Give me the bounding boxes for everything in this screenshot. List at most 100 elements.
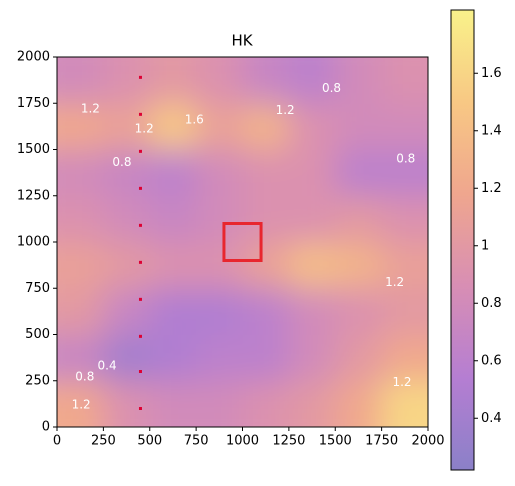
heat-cell xyxy=(335,380,383,427)
heat-cell xyxy=(335,334,383,382)
heat-cell xyxy=(242,242,290,289)
x-tick-label: 2000 xyxy=(411,434,444,449)
y-tick-label: 750 xyxy=(25,281,50,296)
heat-cell xyxy=(149,288,197,335)
heat-cell xyxy=(103,149,151,197)
colorbar-tick-label: 0.4 xyxy=(481,411,502,426)
heat-cell xyxy=(381,242,428,289)
y-tick-label: 0 xyxy=(42,420,50,435)
heat-cell xyxy=(335,288,383,335)
marker xyxy=(138,223,142,227)
heat-cell xyxy=(288,57,336,104)
heat-cell xyxy=(335,57,383,104)
contour-label: 0.4 xyxy=(98,358,117,372)
heat-cell xyxy=(149,242,197,289)
heat-cell xyxy=(196,103,243,150)
x-tick-label: 1500 xyxy=(319,434,352,449)
heat-cell xyxy=(103,103,151,150)
heat-cell xyxy=(196,242,243,289)
colorbar-tick-label: 0.6 xyxy=(481,353,502,368)
marker xyxy=(138,112,142,116)
y-tick-label: 250 xyxy=(25,373,50,388)
heat-cell xyxy=(335,195,383,243)
heat-cell xyxy=(196,149,243,197)
colorbar-tick-label: 1 xyxy=(481,238,489,253)
heat-cell xyxy=(335,103,383,150)
y-tick-label: 1250 xyxy=(17,188,50,203)
heat-cell xyxy=(242,57,290,104)
heat-cell xyxy=(103,380,151,427)
heat-cell xyxy=(149,103,197,150)
contour-label: 0.8 xyxy=(75,370,94,384)
marker xyxy=(138,75,142,79)
heat-cell xyxy=(242,334,290,382)
heat-cell xyxy=(196,57,243,104)
heat-cell xyxy=(242,288,290,335)
heat-cell xyxy=(381,334,428,382)
highlight-box xyxy=(222,222,263,262)
heat-cell xyxy=(57,334,104,382)
x-tick-label: 1000 xyxy=(226,434,259,449)
contour-label: 0.8 xyxy=(112,155,131,169)
marker xyxy=(138,407,142,410)
heat-cell xyxy=(381,288,428,335)
heat-cell xyxy=(149,380,197,427)
heat-cell xyxy=(57,288,104,335)
heat-cell xyxy=(381,380,428,427)
heat-cell xyxy=(57,103,104,150)
x-tick-label: 750 xyxy=(184,434,209,449)
y-tick-label: 2000 xyxy=(17,50,50,65)
y-tick-label: 1750 xyxy=(17,96,50,111)
x-tick-label: 500 xyxy=(137,434,162,449)
heat-cell xyxy=(381,195,428,243)
heat-cell xyxy=(196,334,243,382)
marker xyxy=(138,334,142,338)
heat-cell xyxy=(288,103,336,150)
heat-cell xyxy=(288,334,336,382)
heat-cell xyxy=(288,288,336,335)
contour-label: 0.8 xyxy=(396,151,415,165)
heat-cell xyxy=(335,242,383,289)
heat-cell xyxy=(288,195,336,243)
heat-cell xyxy=(103,288,151,335)
heat-cell xyxy=(381,57,428,104)
heat-cell xyxy=(242,195,290,243)
heat-cell xyxy=(381,103,428,150)
colorbar-tick-label: 0.8 xyxy=(481,296,502,311)
contour-label: 1.2 xyxy=(385,275,404,289)
heat-cell xyxy=(57,149,104,197)
contour-label: 0.8 xyxy=(322,81,341,95)
marker xyxy=(138,370,142,373)
heat-cell xyxy=(57,195,104,243)
contour-label: 1.6 xyxy=(185,112,204,126)
y-tick-label: 1500 xyxy=(17,142,50,157)
heat-cell xyxy=(196,380,243,427)
chart-title: HK xyxy=(231,32,253,50)
heat-cell xyxy=(288,242,336,289)
colorbar-tick-label: 1.6 xyxy=(481,66,502,81)
marker xyxy=(138,297,142,301)
heat-cell xyxy=(242,103,290,150)
x-tick-label: 0 xyxy=(53,434,61,449)
heat-cell xyxy=(288,380,336,427)
heat-cell xyxy=(335,149,383,197)
x-tick-label: 250 xyxy=(91,434,116,449)
heat-cell xyxy=(57,380,104,427)
x-tick-label: 1750 xyxy=(365,434,398,449)
y-tick-label: 500 xyxy=(25,327,50,342)
colorbar-tick-label: 1.4 xyxy=(481,123,502,138)
contour-label: 1.2 xyxy=(392,375,411,389)
heat-cell xyxy=(196,195,243,243)
colorbar-tick-label: 1.2 xyxy=(481,181,502,196)
heat-cell xyxy=(57,57,104,104)
contour-label: 1.2 xyxy=(276,103,295,117)
contour-label: 1.2 xyxy=(81,101,100,115)
marker xyxy=(138,260,142,264)
heat-cell xyxy=(149,334,197,382)
heat-cell xyxy=(242,380,290,427)
marker xyxy=(138,149,142,153)
heat-cell xyxy=(196,288,243,335)
heat-cell xyxy=(57,242,104,289)
heat-cell xyxy=(149,149,197,197)
